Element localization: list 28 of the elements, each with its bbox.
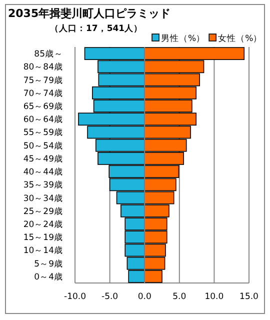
legend-label: 男性（%） bbox=[161, 33, 206, 44]
y-tick-label: 45～49歳 bbox=[23, 153, 63, 164]
y-tick-label: 15～19歳 bbox=[23, 232, 63, 244]
chart-subtitle: （人口：17，541人） bbox=[50, 23, 143, 34]
x-tick-label: 10.0 bbox=[204, 292, 224, 302]
y-tick-label: 75～79歳 bbox=[23, 74, 63, 86]
y-tick-label: 35～39歳 bbox=[23, 180, 63, 191]
chart-title: 2035年揖斐川町人口ピラミッド bbox=[8, 7, 171, 20]
y-tick-label: 20～24歳 bbox=[23, 219, 63, 230]
y-tick-label: 30～34歳 bbox=[23, 192, 63, 204]
x-tick-label: 5.0 bbox=[172, 292, 186, 302]
legend-label: 女性（%） bbox=[218, 33, 262, 44]
y-tick-label: 60～64歳 bbox=[23, 114, 63, 126]
y-tick-label: 40～44歳 bbox=[23, 166, 63, 178]
y-tick-label: 0～4歳 bbox=[34, 271, 63, 282]
y-tick-label: 50～54歳 bbox=[23, 140, 63, 152]
y-tick-label: 65～69歳 bbox=[23, 101, 63, 112]
x-tick-label: 15.0 bbox=[240, 292, 258, 302]
y-tick-label: 25～29歳 bbox=[23, 206, 63, 217]
y-tick-label: 85歳～ bbox=[34, 48, 63, 60]
x-tick-label: -10.0 bbox=[64, 292, 86, 302]
y-tick-label: 80～84歳 bbox=[23, 62, 63, 73]
y-tick-label: 55～59歳 bbox=[23, 127, 63, 138]
y-tick-label: 10～14歳 bbox=[23, 245, 63, 256]
x-tick-label: 0.0 bbox=[138, 292, 152, 302]
y-tick-label: 70～74歳 bbox=[23, 88, 63, 99]
y-tick-label: 5～9歳 bbox=[34, 258, 63, 270]
x-tick-label: -5.0 bbox=[102, 292, 118, 302]
